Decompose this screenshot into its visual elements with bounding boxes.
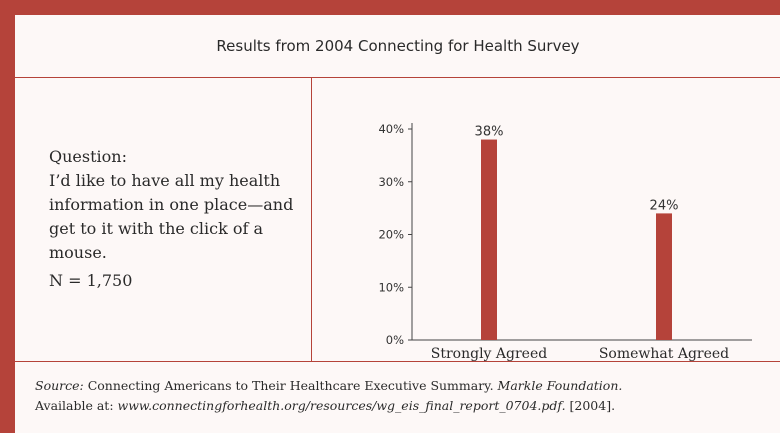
question-cell: Question: I’d like to have all my health…	[15, 77, 312, 361]
y-tick-label: 10%	[378, 280, 404, 294]
y-tick-label: 20%	[378, 228, 404, 242]
source-label: Source:	[35, 378, 84, 393]
source-row: Source: Connecting Americans to Their He…	[15, 361, 780, 435]
source-citation: Source: Connecting Americans to Their He…	[35, 376, 765, 416]
bar-chart: 0% 10% 20% 30% 40% 38% Strongly Agreed 24% Somew…	[378, 122, 752, 362]
y-tick-label: 30%	[378, 175, 404, 189]
question-text: I’d like to have all my health informati…	[49, 171, 294, 262]
bar-value-label: 38%	[475, 125, 504, 140]
sample-size: N = 1,750	[49, 271, 133, 290]
source-available: Available at:	[35, 398, 118, 413]
bar-value-label: 24%	[650, 198, 679, 213]
y-tick-label: 40%	[378, 122, 404, 136]
x-category-label: Somewhat Agreed	[599, 346, 729, 361]
question-block: Question: I’d like to have all my health…	[49, 145, 304, 265]
figure-panel: Results from 2004 Connecting for Health …	[14, 14, 780, 433]
source-year: [2004].	[565, 398, 616, 413]
question-label: Question:	[49, 147, 127, 166]
y-tick-label: 0%	[386, 333, 404, 347]
figure-title: Results from 2004 Connecting for Health …	[15, 15, 780, 78]
bar	[656, 213, 672, 340]
bar	[481, 139, 497, 340]
source-org: Markle Foundation.	[497, 378, 623, 393]
source-title: Connecting Americans to Their Healthcare…	[83, 378, 498, 393]
x-category-label: Strongly Agreed	[431, 346, 547, 361]
chart-cell: 0% 10% 20% 30% 40% 38% Strongly Agreed 24% Somew…	[312, 77, 780, 362]
source-url[interactable]: www.connectingforhealth.org/resources/wg…	[117, 398, 566, 413]
